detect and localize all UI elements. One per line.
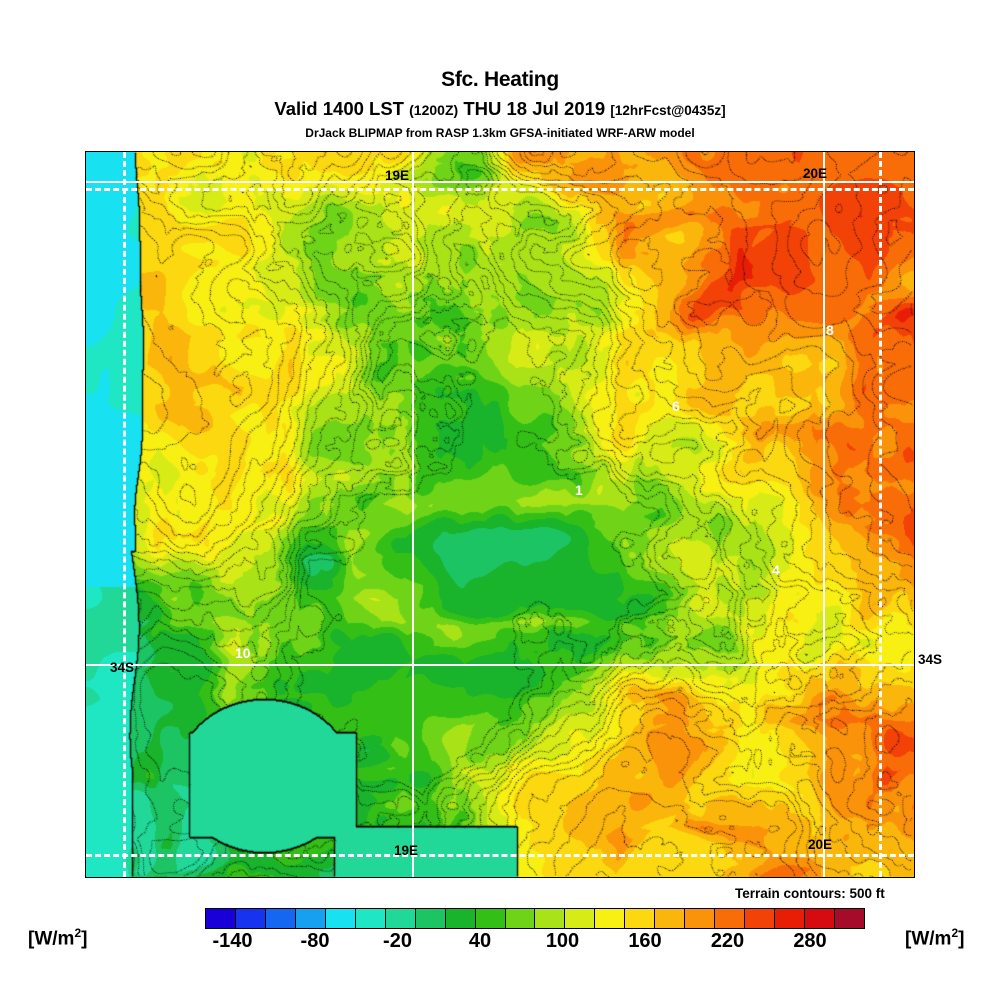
colorbar-swatch-7 [415,909,446,928]
colorbar-tick--20: -20 [383,930,412,952]
gridline-lon-20e [823,152,825,877]
colorbar-swatch-5 [355,909,386,928]
lat-34s-left: 34S [110,660,135,675]
domain-box-left [123,152,126,877]
forecast-tag: [12hrFcst@0435z] [610,103,726,118]
lon-20e-bottom: 20E [808,837,833,852]
contour-label-4: 4 [772,562,780,578]
title-block: Sfc. Heating Valid 1400 LST (1200Z) THU … [0,0,1000,140]
colorbar-swatch-17 [715,909,746,928]
contour-label-1: 1 [575,482,583,498]
colorbar-swatch-18 [745,909,776,928]
colorbar-swatch-0 [206,909,236,928]
colorbar-tick-labels: -140 -80 -20 40 100 160 220 280 [205,930,865,956]
lon-19e-top: 19E [385,168,410,183]
domain-box-bottom [86,854,914,857]
colorbar-tick-160: 160 [628,930,662,952]
colorbar-swatch-8 [445,909,476,928]
valid-time-line: Valid 1400 LST (1200Z) THU 18 Jul 2019 [… [0,98,1000,120]
valid-date: THU 18 Jul 2019 [463,98,606,119]
colorbar-swatch-14 [625,909,656,928]
colorbar-tick-100: 100 [545,930,580,952]
domain-box-right [879,152,882,877]
domain-box-top [86,188,914,191]
gridline-lat-34s [86,664,914,666]
colorbar-tick--140: -140 [212,930,253,952]
map-frame[interactable] [85,151,915,878]
colorbar-swatch-3 [295,909,326,928]
colorbar-swatch-15 [655,909,686,928]
lat-34s-right: 34S [918,652,943,667]
terrain-contour-note: Terrain contours: 500 ft [735,886,885,901]
colorbar-swatch-19 [775,909,806,928]
heatmap-canvas [86,152,914,877]
units-label-left: [W/m2] [28,926,88,950]
colorbar-swatch-20 [805,909,836,928]
colorbar-swatch-1 [235,909,266,928]
colorbar-tick-40: 40 [468,930,492,952]
contour-label-10: 10 [235,645,251,661]
colorbar-swatch-21 [835,909,864,928]
colorbar-swatch-9 [475,909,506,928]
units-label-right: [W/m2] [905,926,965,950]
colorbar-swatch-4 [325,909,356,928]
colorbar-swatch-11 [535,909,566,928]
colorbar-tick-280: 280 [793,930,827,952]
lon-19e-bottom: 19E [394,843,419,858]
colorbar-tick-220: 220 [710,930,745,952]
colorbar-swatch-13 [595,909,626,928]
valid-zulu: (1200Z) [409,102,459,118]
colorbar-swatch-12 [565,909,596,928]
lon-20e-top: 20E [803,166,828,181]
colorbar-section: [W/m2] [W/m2] -140 -80 -20 40 100 160 220 280 [0,908,1000,958]
model-source-line: DrJack BLIPMAP from RASP 1.3km GFSA-init… [305,126,695,140]
colorbar-tick--80: -80 [300,930,330,952]
colorbar-swatch-2 [265,909,296,928]
valid-prefix: Valid 1400 LST [274,98,404,119]
gridline-lat-top [86,181,914,183]
colorbar-swatch-10 [505,909,536,928]
gridline-lon-19e [412,152,414,877]
page-title: Sfc. Heating [441,68,559,91]
contour-label-8: 8 [826,322,834,338]
colorbar-swatch-16 [685,909,716,928]
colorbar-swatch-6 [385,909,416,928]
colorbar [205,908,865,929]
contour-label-6: 6 [672,398,680,414]
